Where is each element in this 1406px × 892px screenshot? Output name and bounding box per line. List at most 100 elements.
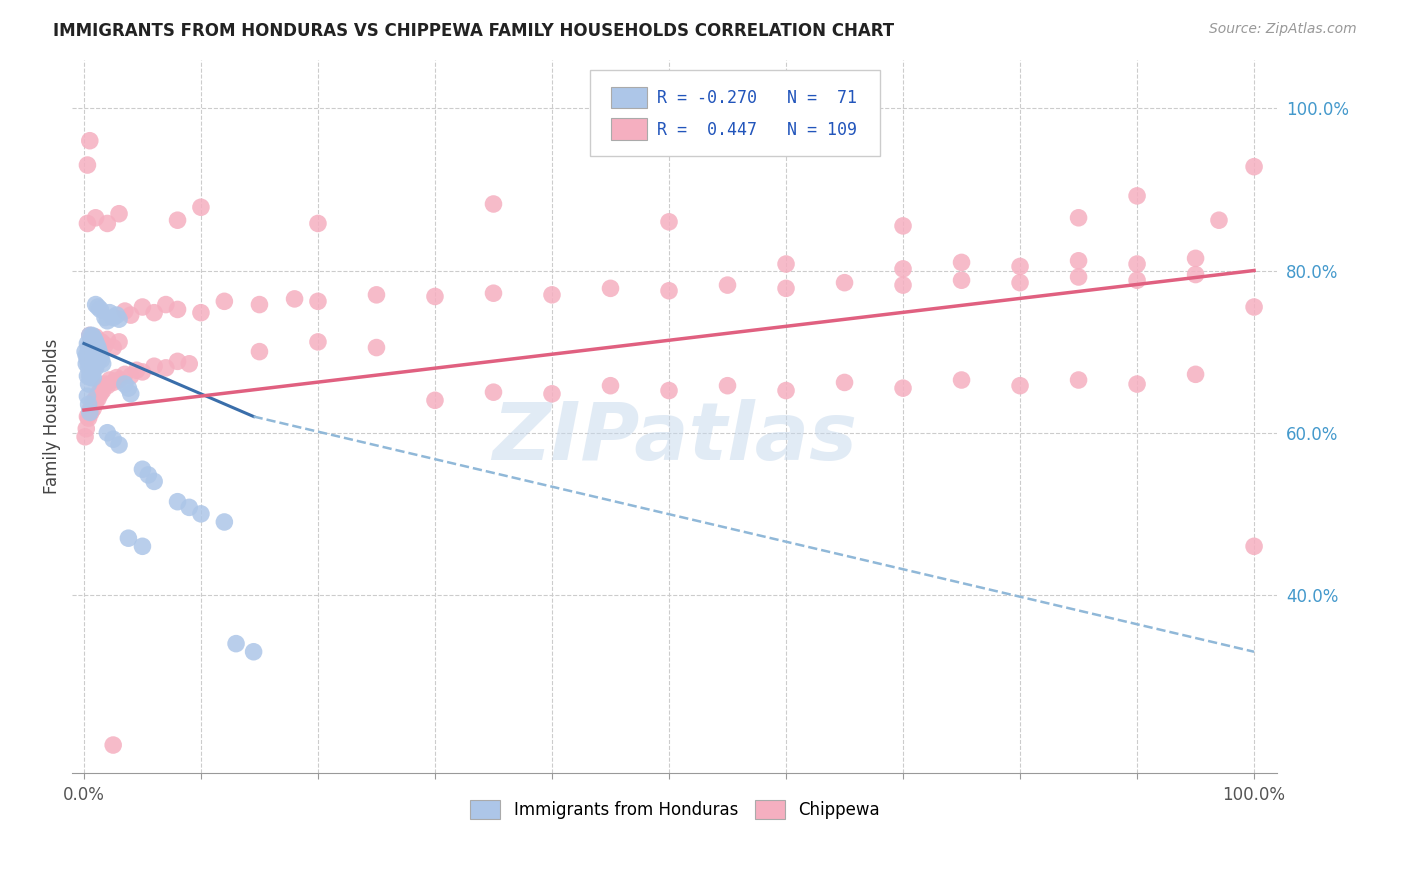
Point (105, 308, 128, 322)
Point (166, 354, 188, 368)
Point (103, 310, 125, 325)
Point (482, 197, 505, 211)
Point (77, 397, 100, 411)
Point (83, 359, 105, 374)
Point (950, 273, 973, 287)
Point (1243, 300, 1265, 314)
Point (120, 368, 142, 383)
Point (86, 351, 108, 365)
Point (284, 292, 307, 306)
Point (96, 314, 118, 328)
Point (834, 376, 856, 390)
Point (1184, 252, 1206, 266)
Point (89, 302, 111, 317)
Point (891, 278, 914, 293)
Point (82, 354, 104, 368)
Point (307, 217, 329, 231)
Point (87, 392, 110, 406)
Point (76, 336, 98, 351)
Point (91, 357, 114, 371)
Point (79, 368, 101, 383)
Point (79, 328, 101, 343)
Point (423, 393, 446, 408)
Point (82, 368, 104, 382)
Point (1243, 539, 1265, 553)
Point (87, 341, 110, 355)
Y-axis label: Family Households: Family Households (44, 339, 60, 494)
Point (1010, 378, 1032, 392)
Point (366, 341, 388, 355)
Point (1067, 211, 1090, 225)
Point (94, 377, 117, 392)
Point (658, 284, 681, 298)
Point (90, 381, 112, 395)
Point (166, 302, 188, 317)
Point (76, 368, 98, 383)
Text: ZIPatlas: ZIPatlas (492, 399, 858, 477)
Point (114, 368, 136, 382)
Point (214, 294, 236, 309)
Point (136, 467, 159, 482)
Point (1184, 268, 1206, 282)
Point (249, 344, 271, 359)
Point (716, 278, 738, 293)
Point (84, 330, 107, 344)
Point (84, 360, 107, 375)
Point (84, 211, 107, 225)
Point (1184, 368, 1206, 382)
FancyBboxPatch shape (612, 87, 647, 108)
Point (76, 352, 98, 367)
Point (108, 373, 131, 387)
Text: IMMIGRANTS FROM HONDURAS VS CHIPPEWA FAMILY HOUSEHOLDS CORRELATION CHART: IMMIGRANTS FROM HONDURAS VS CHIPPEWA FAM… (53, 22, 894, 40)
Point (76, 409, 98, 424)
Point (75, 357, 97, 371)
Point (90, 334, 112, 349)
Point (179, 357, 201, 371)
Point (87, 354, 110, 368)
Point (131, 462, 153, 476)
Point (80, 346, 103, 360)
Point (166, 494, 188, 508)
Point (79, 344, 101, 359)
Point (83, 333, 105, 347)
Point (482, 286, 505, 301)
Point (155, 360, 177, 375)
Point (94, 338, 117, 352)
Point (541, 386, 564, 401)
Point (143, 359, 166, 374)
Point (131, 539, 153, 553)
Point (75, 349, 97, 363)
Point (82, 328, 104, 343)
Point (599, 281, 621, 295)
Point (716, 378, 738, 392)
Point (82, 333, 104, 347)
Point (76, 158, 98, 172)
Point (214, 515, 236, 529)
Point (658, 215, 681, 229)
Point (131, 300, 153, 314)
Point (79, 405, 101, 419)
Point (775, 257, 797, 271)
Point (1126, 189, 1149, 203)
Point (120, 386, 142, 401)
Point (80, 333, 103, 347)
Point (103, 376, 125, 390)
Point (82, 397, 104, 411)
Point (87, 300, 110, 314)
Point (83, 346, 105, 360)
Point (108, 438, 131, 452)
Point (1208, 213, 1230, 227)
Point (950, 255, 973, 269)
Point (950, 373, 973, 387)
Point (658, 384, 681, 398)
Point (166, 213, 188, 227)
Point (82, 344, 104, 359)
Point (482, 385, 505, 400)
Point (891, 219, 914, 233)
Point (155, 297, 177, 311)
Point (1126, 273, 1149, 287)
Point (90, 352, 112, 367)
Point (76, 389, 98, 403)
Point (834, 276, 856, 290)
Point (190, 200, 212, 214)
